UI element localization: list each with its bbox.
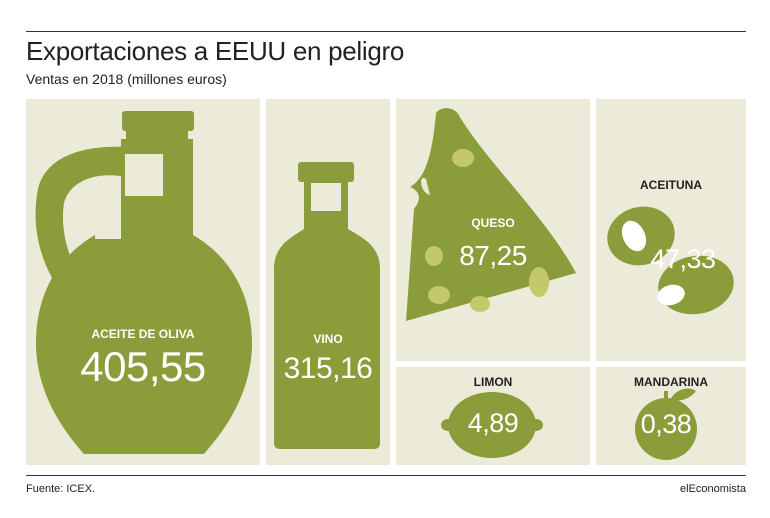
tile-aceituna: ACEITUNA 47,33: [596, 99, 746, 361]
label-queso: QUESO: [471, 216, 515, 230]
value-vino: 315,16: [283, 352, 373, 385]
tile-aceite: ACEITE DE OLIVA 405,55: [26, 99, 260, 465]
value-aceite: 405,55: [80, 343, 206, 390]
tile-limon: LIMON 4,89: [396, 367, 590, 465]
source-note: Fuente: ICEX.: [26, 483, 96, 495]
label-limon: LIMON: [473, 375, 513, 389]
chart-title: Exportaciones a EEUU en peligro: [26, 36, 405, 66]
olive-icon: [607, 206, 734, 315]
label-mandarina: MANDARINA: [634, 375, 708, 389]
top-rule: [26, 31, 746, 32]
oil-jug-icon: [35, 111, 252, 454]
bottom-rule: [26, 475, 746, 476]
chart-subtitle: Ventas en 2018 (millones euros): [26, 71, 227, 87]
value-aceituna: 47,33: [650, 244, 716, 274]
tile-queso: QUESO 87,25: [396, 99, 590, 361]
label-vino: VINO: [313, 332, 343, 346]
mandarin-icon: [635, 388, 697, 460]
cheese-icon: [406, 108, 576, 321]
tile-vino: VINO 315,16: [266, 99, 390, 465]
value-queso: 87,25: [459, 240, 527, 271]
tile-mandarina: MANDARINA 0,38: [596, 367, 746, 465]
value-limon: 4,89: [467, 408, 519, 438]
brand-name: elEconomista: [679, 483, 746, 495]
lemon-icon: [441, 392, 543, 458]
value-mandarina: 0,38: [640, 409, 692, 439]
label-aceituna: ACEITUNA: [640, 178, 702, 192]
wine-bottle-icon: [274, 162, 380, 449]
label-aceite: ACEITE DE OLIVA: [91, 327, 195, 341]
